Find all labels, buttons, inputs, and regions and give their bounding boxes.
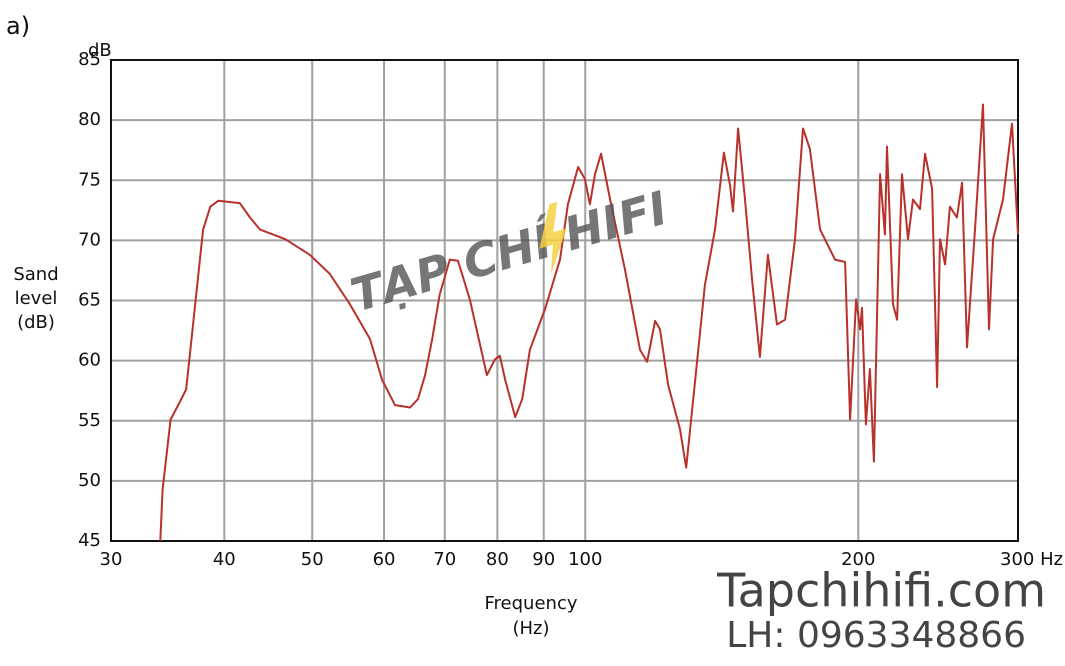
x-tick-label: 60	[373, 549, 396, 570]
watermark-contact: LH: 0963348866	[726, 615, 1026, 656]
x-tick-label: 50	[301, 549, 324, 570]
x-tick-label: 200	[841, 549, 875, 570]
y-tick-label: 50	[78, 470, 101, 491]
y-tick-label: 70	[78, 229, 101, 250]
plot-frame	[110, 59, 1019, 542]
watermark-site: Tapchihifi.com	[716, 564, 1046, 618]
y-tick-label: 80	[78, 109, 101, 130]
x-tick-label: 30	[100, 549, 123, 570]
y-tick-label: 45	[78, 530, 101, 551]
watermark: TẠP CHÍ HIFI	[345, 181, 673, 323]
lightning-icon	[539, 201, 567, 275]
x-tick-label: 100	[568, 549, 602, 570]
y-unit: dB	[88, 40, 112, 61]
data-line	[159, 103, 1019, 542]
y-tick-label: 60	[78, 350, 101, 371]
x-tick-label: 80	[486, 549, 509, 570]
x-axis-label: Frequency	[485, 593, 578, 614]
x-axis-label: (Hz)	[512, 618, 549, 639]
y-tick-label: 75	[78, 169, 101, 190]
y-axis-label: Sand	[13, 264, 58, 285]
x-tick-label: 90	[532, 549, 555, 570]
y-axis-label: level	[15, 288, 58, 309]
x-tick-label: 40	[213, 549, 236, 570]
y-tick-label: 65	[78, 290, 101, 311]
panel-label: a)	[6, 12, 30, 40]
y-tick-label: 85	[78, 49, 101, 70]
y-tick-label: 55	[78, 410, 101, 431]
y-axis-label: (dB)	[17, 312, 55, 333]
x-tick-label: 70	[433, 549, 456, 570]
x-tick-label: 300 Hz	[1000, 549, 1063, 570]
